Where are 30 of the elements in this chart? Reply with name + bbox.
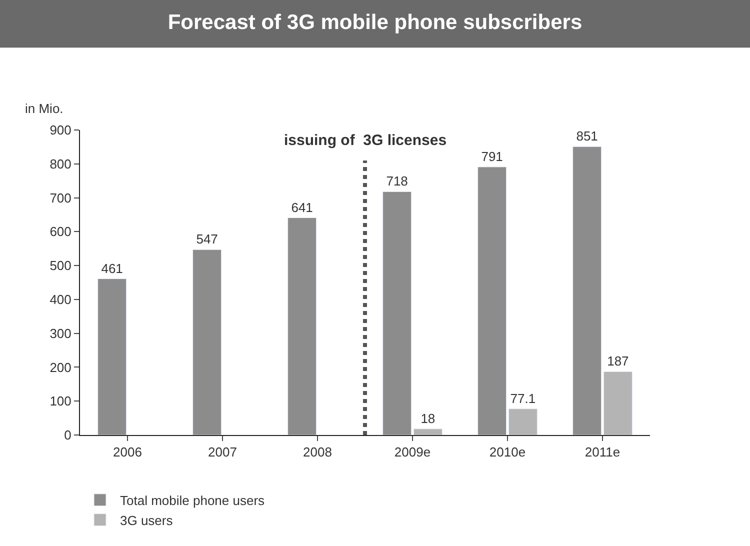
- y-tick-label: 400: [50, 292, 72, 307]
- data-label: 641: [291, 200, 313, 215]
- data-label: 851: [576, 128, 598, 144]
- data-label: 187: [607, 354, 629, 369]
- y-tick-label: 200: [50, 360, 72, 375]
- x-tick-label: 2010e: [489, 444, 526, 460]
- y-tick-label: 300: [50, 326, 72, 341]
- y-tick-label: 600: [50, 224, 72, 240]
- data-label: 461: [101, 260, 123, 276]
- y-tick-label: 500: [50, 258, 72, 274]
- legend-label: 3G users: [120, 512, 174, 528]
- x-tick-label: 2008: [303, 444, 332, 460]
- data-label: 718: [386, 174, 408, 189]
- x-tick-label: 2009e: [394, 444, 431, 460]
- x-tick-label: 2007: [208, 444, 237, 460]
- legend-label: Total mobile phone users: [120, 492, 266, 508]
- chart-title: Forecast of 3G mobile phone subscribers: [168, 11, 582, 34]
- data-label: 547: [196, 232, 218, 247]
- x-tick-label: 2011e: [584, 444, 620, 460]
- data-label: 77.1: [510, 390, 536, 406]
- y-tick-label: 800: [50, 156, 72, 172]
- y-tick-label: 100: [50, 394, 72, 409]
- y-tick-label: 900: [50, 122, 72, 138]
- y-axis-title: in Mio.: [25, 101, 64, 116]
- y-tick-label: 0: [64, 428, 72, 443]
- data-label: 18: [420, 410, 436, 426]
- data-label: 791: [481, 148, 503, 164]
- y-tick-label: 700: [50, 190, 72, 206]
- annotation: issuing of 3G licenses: [284, 132, 447, 149]
- x-tick-label: 2006: [113, 444, 142, 460]
